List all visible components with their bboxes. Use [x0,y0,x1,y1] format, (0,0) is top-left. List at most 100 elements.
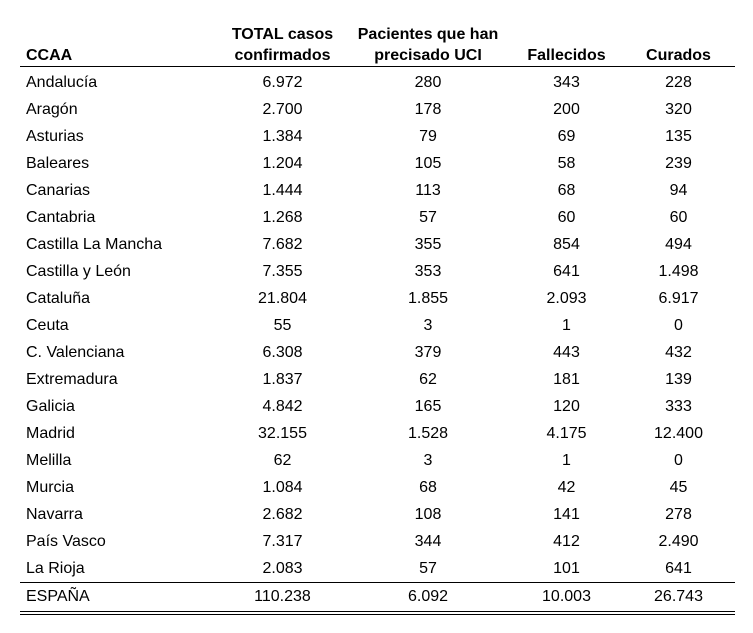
table-row: La Rioja 2.083 57 101 641 [20,555,735,583]
header-uci: Pacientes que han precisado UCI [345,18,511,67]
uci-value: 3 [423,317,433,334]
table-row: Galicia 4.842 165 120 333 [20,393,735,420]
ccaa-name: Extremadura [26,371,118,388]
curados-value: 1.498 [658,263,699,280]
table-row: Ceuta 55 3 1 0 [20,312,735,339]
table-row: Extremadura 1.837 62 181 139 [20,366,735,393]
fallecidos-value: 181 [553,371,580,388]
casos-value: 21.804 [258,290,307,307]
ccaa-name: Castilla La Mancha [26,236,163,253]
casos-value: 1.268 [262,209,303,226]
curados-value: 139 [665,371,692,388]
fallecidos-value: 68 [557,182,576,199]
uci-value: 165 [414,398,442,415]
casos-value: 7.355 [262,263,303,280]
header-total-casos-line1: TOTAL casos [231,26,334,43]
fallecidos-value: 854 [553,236,580,253]
fallecidos-value: 141 [553,506,580,523]
casos-value: 6.308 [262,344,303,361]
curados-value: 2.490 [658,533,699,550]
covid-data-table: CCAA TOTAL casos confirmados Pacientes q… [20,18,735,615]
curados-value: 239 [665,155,692,172]
uci-value: 178 [414,101,442,118]
ccaa-name: Navarra [26,506,83,523]
curados-value: 333 [665,398,692,415]
header-ccaa-label: CCAA [26,47,73,64]
casos-value: 6.972 [262,74,303,91]
table-row: Baleares 1.204 105 58 239 [20,150,735,177]
header-uci-line1: Pacientes que han [357,26,499,43]
curados-value: 641 [665,560,692,577]
table-row: Asturias 1.384 79 69 135 [20,123,735,150]
fallecidos-value: 2.093 [546,290,587,307]
curados-value: 228 [665,74,692,91]
curados-value: 432 [665,344,692,361]
fallecidos-value: 412 [553,533,580,550]
ccaa-name: Melilla [26,452,72,469]
header-total-casos: TOTAL casos confirmados [220,18,345,67]
ccaa-name: Ceuta [26,317,69,334]
uci-value: 353 [414,263,442,280]
uci-value: 1.528 [407,425,449,442]
curados-value: 12.400 [654,425,703,442]
casos-value: 2.083 [262,560,303,577]
casos-value: 2.682 [262,506,303,523]
uci-value: 280 [414,74,442,91]
uci-value: 379 [414,344,442,361]
covid-table-container: CCAA TOTAL casos confirmados Pacientes q… [20,18,735,615]
ccaa-name: Cataluña [26,290,91,307]
curados-value: 494 [665,236,692,253]
total-row: ESPAÑA 110.238 6.092 10.003 26.743 [20,582,735,613]
fallecidos-value: 120 [553,398,580,415]
table-row: Canarias 1.444 113 68 94 [20,177,735,204]
table-row: Cantabria 1.268 57 60 60 [20,204,735,231]
table-row: Madrid 32.155 1.528 4.175 12.400 [20,420,735,447]
ccaa-name: Asturias [26,128,84,145]
total-label: ESPAÑA [26,588,90,605]
table-row: C. Valenciana 6.308 379 443 432 [20,339,735,366]
table-row: Castilla y León 7.355 353 641 1.498 [20,258,735,285]
casos-value: 55 [273,317,292,334]
fallecidos-value: 58 [557,155,576,172]
casos-value: 7.317 [262,533,303,550]
table-footer: ESPAÑA 110.238 6.092 10.003 26.743 [20,582,735,613]
table-row: Aragón 2.700 178 200 320 [20,96,735,123]
casos-value: 1.384 [262,128,303,145]
total-fallecidos: 10.003 [542,588,591,605]
uci-value: 1.855 [407,290,449,307]
curados-value: 135 [665,128,692,145]
fallecidos-value: 443 [553,344,580,361]
header-total-casos-line2: confirmados [234,47,331,64]
casos-value: 1.204 [262,155,303,172]
ccaa-name: Baleares [26,155,90,172]
header-fallecidos-label: Fallecidos [527,47,606,64]
casos-value: 62 [273,452,292,469]
table-row: Murcia 1.084 68 42 45 [20,474,735,501]
casos-value: 1.837 [262,371,303,388]
curados-value: 45 [669,479,688,496]
uci-value: 3 [423,452,433,469]
fallecidos-value: 42 [557,479,576,496]
casos-value: 32.155 [258,425,307,442]
header-uci-line2: precisado UCI [374,47,482,64]
total-curados: 26.743 [654,588,703,605]
curados-value: 94 [669,182,688,199]
fallecidos-value: 200 [553,101,580,118]
uci-value: 62 [419,371,437,388]
ccaa-name: Castilla y León [26,263,131,280]
curados-value: 0 [674,317,683,334]
ccaa-name: Canarias [26,182,91,199]
fallecidos-value: 641 [553,263,580,280]
table-row: Navarra 2.682 108 141 278 [20,501,735,528]
table-row: Cataluña 21.804 1.855 2.093 6.917 [20,285,735,312]
uci-value: 105 [414,155,442,172]
total-casos: 110.238 [254,588,311,605]
table-row: Andalucía 6.972 280 343 228 [20,67,735,97]
ccaa-name: Aragón [26,101,78,118]
header-fallecidos: Fallecidos [511,18,622,67]
table-row: Melilla 62 3 1 0 [20,447,735,474]
uci-value: 57 [419,560,437,577]
ccaa-name: País Vasco [26,533,106,550]
ccaa-name: La Rioja [26,560,85,577]
uci-value: 79 [419,128,437,145]
